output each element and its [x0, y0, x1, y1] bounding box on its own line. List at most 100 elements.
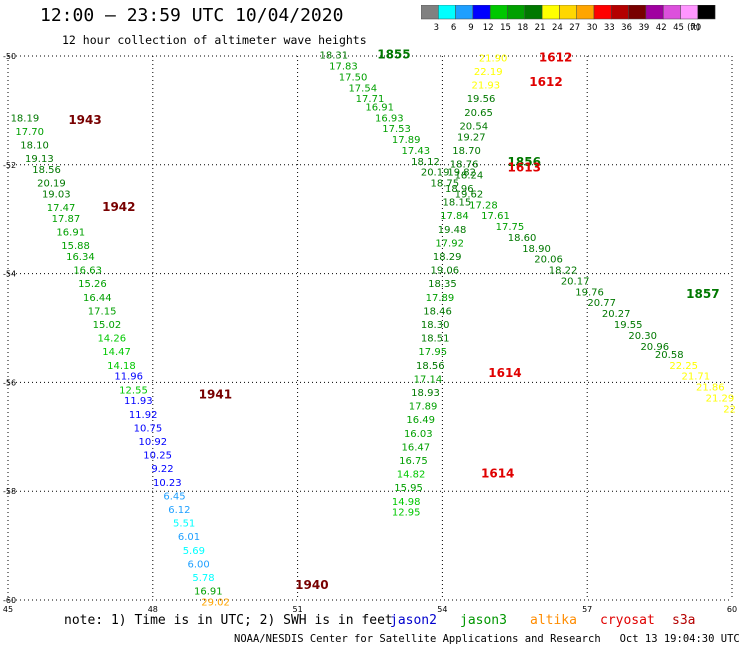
- wave-height-value: 16.47: [402, 442, 431, 453]
- legend-tick-label: 24: [552, 23, 563, 33]
- wave-height-value: 16.49: [406, 415, 435, 426]
- wave-height-value: 6.01: [178, 532, 200, 543]
- wave-height-value: 18.30: [421, 320, 450, 331]
- wave-height-value: 10.92: [138, 437, 167, 448]
- wave-height-value: 21.90: [479, 53, 508, 64]
- wave-height-value: 17.28: [469, 200, 498, 211]
- wave-height-value: 12.95: [392, 508, 421, 519]
- wave-height-value: 11.96: [114, 372, 143, 383]
- wave-height-value: 18.56: [32, 165, 61, 176]
- wave-height-value: 20.54: [459, 121, 488, 132]
- legend-tick-label: 39: [638, 23, 649, 33]
- lat-tick-label: -58: [3, 487, 16, 496]
- wave-height-value: 19.55: [614, 320, 643, 331]
- wave-height-value: 19.82: [447, 168, 476, 179]
- legend-tick-label: 3: [434, 23, 439, 33]
- wave-height-value: 6.45: [163, 491, 185, 502]
- lon-tick-label: 57: [582, 605, 592, 614]
- wave-height-value: 6.12: [168, 505, 190, 516]
- wave-height-value: 5.51: [173, 519, 195, 530]
- pass-time-label: 1943: [68, 113, 101, 127]
- wave-height-value: 17.84: [440, 211, 469, 222]
- wave-height-value: 18.96: [445, 184, 474, 195]
- wave-height-value: 17.71: [356, 94, 385, 105]
- wave-height-value: 18.35: [428, 279, 457, 290]
- satellite-legend-s3a: s3a: [672, 613, 696, 628]
- wave-height-value: 20.17: [561, 276, 590, 287]
- wave-height-value: 11.92: [129, 410, 158, 421]
- wave-height-value: 18.12: [411, 157, 440, 168]
- pass-time-label: 1942: [102, 200, 135, 214]
- wave-height-value: 16.93: [375, 113, 404, 124]
- legend-tick-label: 42: [656, 23, 667, 33]
- wave-height-value: 14.26: [97, 334, 126, 345]
- legend-tick-label: 45: [673, 23, 684, 33]
- legend-tick-label: 12: [483, 23, 494, 33]
- wave-height-value: 10.75: [134, 423, 163, 434]
- legend-tick-label: 6: [451, 23, 456, 33]
- wave-height-value: 6.00: [188, 559, 210, 570]
- wave-height-value: 18.22: [549, 266, 578, 277]
- wave-height-value: 12.55: [119, 385, 148, 396]
- wave-height-value: 19.13: [25, 154, 54, 165]
- pass-time-label: 1857: [686, 287, 719, 301]
- wave-height-value: 19.03: [42, 189, 71, 200]
- wave-height-value: 21.93: [472, 81, 501, 92]
- wave-height-value: 5.78: [192, 573, 214, 584]
- wave-height-value: 17.53: [382, 124, 411, 135]
- wave-height-value: 22: [723, 404, 736, 415]
- wave-height-value: 17.14: [414, 374, 443, 385]
- wave-height-value: 20.77: [587, 298, 616, 309]
- wave-height-value: 11.93: [124, 396, 153, 407]
- wave-height-value: 15.02: [93, 320, 122, 331]
- lon-tick-label: 60: [727, 605, 737, 614]
- color-legend: 3 6 9 12 15 18 21 24 27 30 33 36 39 42 45 70(ft): [421, 5, 716, 33]
- wave-height-value: 19.27: [457, 132, 486, 143]
- wave-height-value: 16.03: [404, 429, 433, 440]
- lon-tick-label: 45: [3, 605, 13, 614]
- wave-height-value: 14.18: [107, 361, 136, 372]
- wave-height-value: 16.63: [73, 266, 102, 277]
- wave-height-value: 20.19: [37, 179, 66, 190]
- wave-height-value: 15.95: [394, 483, 423, 494]
- wave-height-value: 19.56: [467, 94, 496, 105]
- wave-height-value: 17.83: [329, 62, 358, 73]
- lon-tick-label: 51: [293, 605, 303, 614]
- wave-height-value: 20.96: [640, 342, 669, 353]
- wave-height-value: 18.31: [319, 51, 348, 62]
- wave-height-value: 17.95: [418, 347, 447, 358]
- wave-height-value: 20.30: [628, 331, 657, 342]
- wave-height-value: 18.60: [508, 233, 537, 244]
- wave-height-value: 10.25: [143, 451, 172, 462]
- pass-time-label: 1613: [508, 160, 541, 174]
- satellite-legend-altika: altika: [530, 613, 577, 628]
- wave-height-value: 18.51: [421, 334, 450, 345]
- wave-height-value: 17.87: [52, 214, 81, 225]
- wave-height-value: 18.19: [11, 113, 40, 124]
- wave-height-value: 19.48: [438, 225, 467, 236]
- wave-height-value: 16.75: [399, 456, 428, 467]
- wave-height-value: 17.61: [481, 211, 510, 222]
- legend-tick-label: 33: [604, 23, 615, 33]
- wave-height-value: 14.82: [397, 470, 426, 481]
- wave-height-value: 14.98: [392, 497, 421, 508]
- wave-height-value: 17.43: [402, 146, 431, 157]
- wave-height-value: 18.56: [416, 361, 445, 372]
- wave-height-value: 18.90: [522, 244, 551, 255]
- wave-height-value: 9.22: [151, 464, 173, 475]
- wave-height-value: 18.24: [455, 170, 484, 181]
- legend-tick-label: 36: [621, 23, 632, 33]
- pass-time-label: 1614: [481, 467, 514, 481]
- lat-tick-label: -52: [3, 161, 16, 170]
- wave-height-value: 19.06: [430, 266, 459, 277]
- lat-tick-label: -56: [3, 378, 16, 387]
- pass-time-label: 1856: [508, 155, 541, 169]
- wave-height-value: 16.34: [66, 252, 95, 263]
- wave-height-value: 18.93: [411, 388, 440, 399]
- wave-height-value: 16.91: [56, 228, 85, 239]
- wave-height-value: 18.46: [423, 306, 452, 317]
- satellite-legend-cryosat: cryosat: [600, 613, 655, 628]
- legend-tick-label: 27: [569, 23, 580, 33]
